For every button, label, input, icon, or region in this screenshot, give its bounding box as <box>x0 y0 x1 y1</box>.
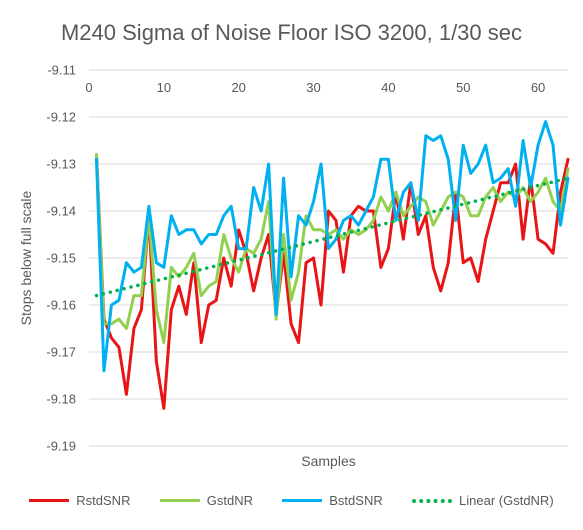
series-line-gstdnr <box>94 153 570 345</box>
x-tick-label: 20 <box>231 80 245 95</box>
y-tick-label: -9.16 <box>46 298 76 313</box>
y-tick-label: -9.17 <box>46 345 76 360</box>
x-tick-label: 10 <box>157 80 171 95</box>
series-line-bstdsnr <box>94 120 570 373</box>
y-tick-label: -9.15 <box>46 251 76 266</box>
x-tick-label: 60 <box>531 80 545 95</box>
legend: RstdSNR GstdNR BstdSNR Linear (GstdNR) <box>0 493 583 508</box>
legend-swatch-rstdsnr <box>29 499 70 502</box>
y-tick-label: -9.13 <box>46 157 76 172</box>
x-tick-label: 30 <box>306 80 320 95</box>
y-tick-label: -9.19 <box>46 439 76 454</box>
x-tick-label: 0 <box>85 80 92 95</box>
chart-title: M240 Sigma of Noise Floor ISO 3200, 1/30… <box>60 20 522 45</box>
legend-swatch-gstdnr <box>159 499 200 502</box>
legend-swatch-bstdsnr <box>282 499 323 502</box>
legend-item-bstdsnr: BstdSNR <box>282 493 383 508</box>
y-tick-label: -9.14 <box>46 204 76 219</box>
legend-item-linear-gstdnr: Linear (GstdNR) <box>412 493 554 508</box>
legend-label-bstdsnr: BstdSNR <box>329 493 383 508</box>
y-axis-label: Stops below full scale <box>18 190 34 325</box>
legend-swatch-linear-gstdnr <box>412 498 453 503</box>
series-line-rstdsnr <box>94 153 570 410</box>
legend-item-rstdsnr: RstdSNR <box>29 493 130 508</box>
trendline-linear-gstdnr <box>94 176 570 298</box>
y-tick-label: -9.11 <box>47 63 76 78</box>
x-tick-label: 40 <box>381 80 395 95</box>
y-tick-label: -9.12 <box>46 110 76 125</box>
y-tick-label: -9.18 <box>46 392 76 407</box>
legend-item-gstdnr: GstdNR <box>159 493 253 508</box>
legend-label-gstdnr: GstdNR <box>206 493 253 508</box>
legend-label-rstdsnr: RstdSNR <box>76 493 131 508</box>
legend-label-linear-gstdnr: Linear (GstdNR) <box>459 493 554 508</box>
x-tick-label: 50 <box>456 80 470 95</box>
x-axis-label: Samples <box>301 453 355 469</box>
